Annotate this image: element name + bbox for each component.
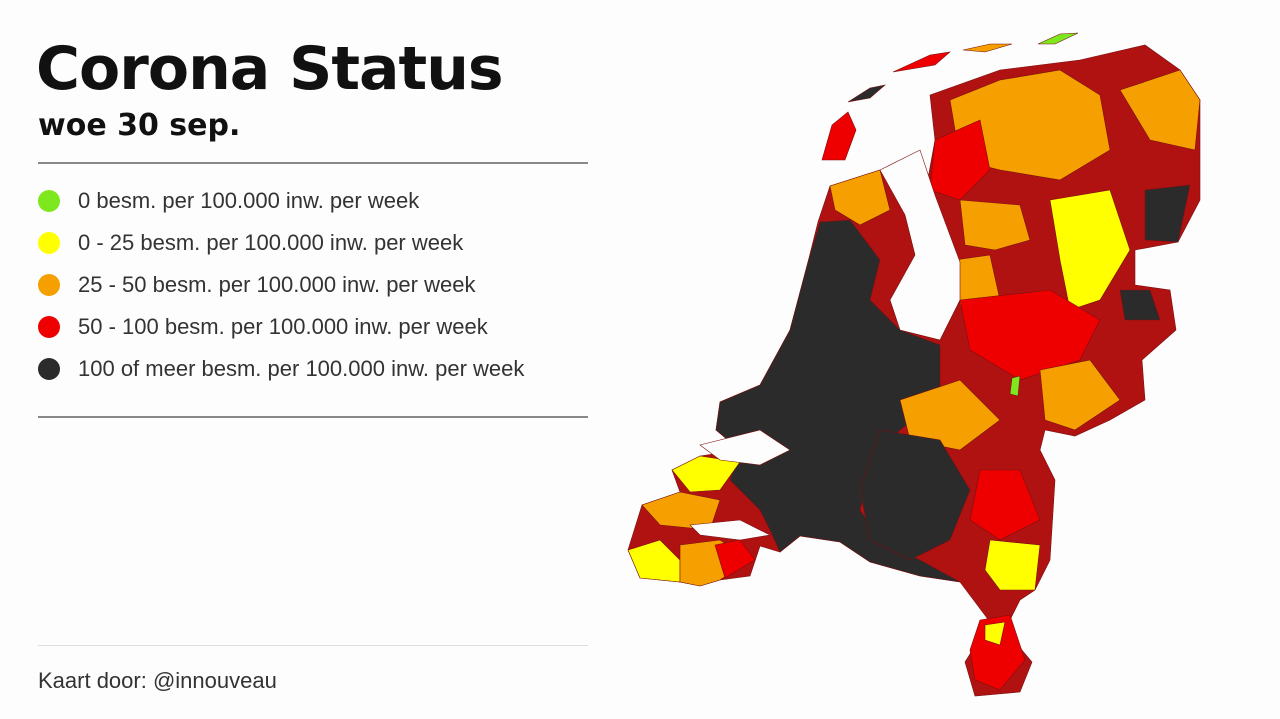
region <box>671 455 741 493</box>
region <box>714 539 756 579</box>
legend-label: 0 - 25 besm. per 100.000 inw. per week <box>78 230 464 255</box>
legend-item: 50 - 100 besm. per 100.000 inw. per week <box>38 306 524 348</box>
subtitle: woe 30 sep. <box>38 108 241 143</box>
legend-label: 25 - 50 besm. per 100.000 inw. per week <box>78 272 476 297</box>
region <box>641 491 721 531</box>
legend-item: 0 - 25 besm. per 100.000 inw. per week <box>38 222 524 264</box>
region <box>1009 375 1021 397</box>
legend-label: 0 besm. per 100.000 inw. per week <box>78 188 420 213</box>
region <box>984 621 1006 646</box>
island <box>847 84 887 103</box>
region <box>859 429 971 561</box>
region <box>1119 289 1161 321</box>
divider <box>38 416 588 418</box>
legend-swatch <box>38 190 60 212</box>
island <box>962 43 1013 53</box>
region <box>984 539 1041 591</box>
island <box>821 111 857 161</box>
region <box>959 199 1031 251</box>
water <box>689 519 771 541</box>
region <box>959 289 1101 381</box>
divider <box>38 162 588 164</box>
region <box>1144 184 1191 243</box>
divider <box>38 645 588 646</box>
legend-swatch <box>38 358 60 380</box>
island <box>1037 32 1079 45</box>
region <box>1049 189 1131 311</box>
region <box>1119 69 1201 151</box>
legend: 0 besm. per 100.000 inw. per week 0 - 25 … <box>38 180 524 390</box>
region <box>829 169 891 226</box>
region <box>899 379 1001 451</box>
legend-item: 25 - 50 besm. per 100.000 inw. per week <box>38 264 524 306</box>
region <box>969 614 1026 691</box>
region <box>1039 359 1121 431</box>
island <box>892 51 951 73</box>
title: Corona Status <box>36 34 504 104</box>
credit: Kaart door: @innouveau <box>38 668 277 693</box>
legend-label: 100 of meer besm. per 100.000 inw. per w… <box>78 356 525 381</box>
legend-swatch <box>38 232 60 254</box>
legend-item: 0 besm. per 100.000 inw. per week <box>38 180 524 222</box>
legend-swatch <box>38 316 60 338</box>
legend-item: 100 of meer besm. per 100.000 inw. per w… <box>38 348 524 390</box>
region <box>715 219 961 583</box>
water <box>699 429 791 466</box>
legend-label: 50 - 100 besm. per 100.000 inw. per week <box>78 314 488 339</box>
water <box>879 149 961 341</box>
legend-swatch <box>38 274 60 296</box>
map <box>627 32 1201 697</box>
region <box>969 469 1041 541</box>
